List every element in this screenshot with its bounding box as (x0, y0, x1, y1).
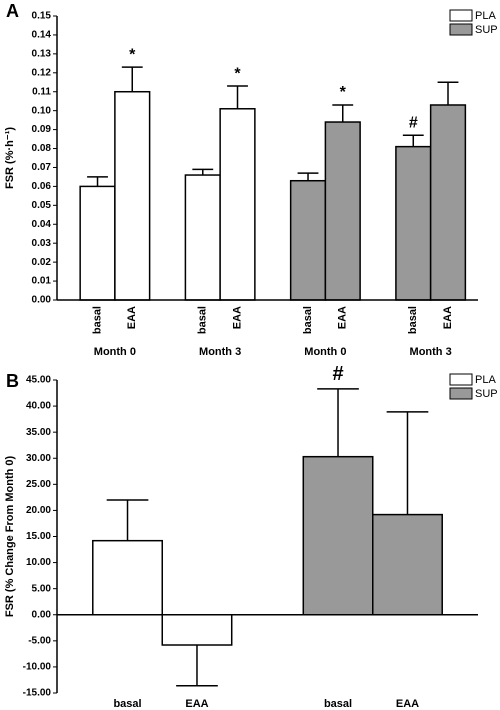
y-tick-label: 0.03 (32, 238, 52, 249)
y-tick-label: 0.00 (32, 295, 52, 306)
bar (79, 185, 116, 301)
annotation: # (409, 114, 418, 131)
bar (161, 614, 233, 646)
y-tick-label: 40.00 (26, 401, 51, 412)
y-tick-label: 10.00 (26, 557, 51, 568)
y-axis-label: FSR (% Change From Month 0) (4, 456, 16, 618)
group-label: Month 0 (304, 346, 346, 358)
group-label: Month 3 (199, 346, 241, 358)
y-tick-label: 0.13 (32, 49, 52, 60)
legend-label: SUP (475, 24, 498, 36)
y-tick-label: 15.00 (26, 531, 51, 542)
y-tick-label: 30.00 (26, 453, 51, 464)
y-tick-label: 0.12 (32, 67, 52, 78)
legend-swatch (449, 9, 473, 22)
x-tick-label: EAA (231, 306, 243, 329)
x-tick-label: basal (113, 698, 141, 710)
y-tick-label: 0.08 (32, 143, 52, 154)
legend-label: PLA (475, 10, 496, 22)
bar (92, 539, 163, 616)
bar (184, 174, 221, 301)
annotation: * (234, 65, 241, 82)
x-tick-label: basal (324, 698, 352, 710)
panel-label: B (6, 371, 19, 391)
x-tick-label: basal (91, 306, 103, 334)
annotation: * (129, 46, 136, 63)
bar (324, 121, 361, 301)
y-tick-label: 20.00 (26, 505, 51, 516)
y-tick-label: 0.11 (32, 86, 51, 97)
y-tick-label: 0.07 (32, 162, 52, 173)
bar (302, 455, 374, 616)
bar (429, 104, 467, 301)
y-tick-label: -5.00 (28, 635, 51, 646)
y-axis-label: FSR (%·h⁻¹) (4, 127, 16, 189)
y-tick-label: -15.00 (23, 688, 52, 699)
annotation: * (340, 84, 347, 101)
bar (219, 108, 256, 301)
y-tick-label: 35.00 (26, 427, 51, 438)
y-tick-label: 0.15 (32, 11, 52, 22)
group-label: Month 3 (410, 346, 452, 358)
annotation: # (332, 363, 343, 385)
bar (289, 179, 327, 301)
x-tick-label: EAA (396, 698, 419, 710)
y-tick-label: 0.09 (32, 124, 52, 135)
panel-label: A (6, 1, 19, 21)
bar (395, 145, 432, 301)
y-tick-label: 45.00 (26, 375, 51, 386)
y-tick-label: -10.00 (23, 662, 52, 673)
legend-swatch (449, 373, 473, 386)
x-tick-label: basal (407, 306, 419, 334)
x-tick-label: basal (197, 306, 209, 334)
y-tick-label: 0.05 (32, 200, 52, 211)
legend-swatch (449, 387, 473, 400)
legend-label: SUP (475, 388, 498, 400)
bar (114, 90, 151, 301)
legend-label: PLA (475, 374, 496, 386)
y-tick-label: 25.00 (26, 479, 51, 490)
legend-swatch (449, 23, 473, 36)
y-tick-label: 0.01 (32, 276, 52, 287)
x-tick-label: EAA (126, 306, 138, 329)
x-tick-label: EAA (442, 306, 454, 329)
y-tick-label: 0.04 (32, 219, 52, 230)
y-tick-label: 0.06 (32, 181, 52, 192)
group-label: Month 0 (94, 346, 136, 358)
y-tick-label: 0.14 (32, 30, 52, 41)
y-tick-label: 0.10 (32, 105, 52, 116)
x-tick-label: EAA (185, 698, 208, 710)
x-tick-label: basal (302, 306, 314, 334)
bar (372, 513, 443, 616)
y-tick-label: 0.00 (32, 609, 52, 620)
x-tick-label: EAA (337, 306, 349, 329)
y-tick-label: 0.02 (32, 257, 52, 268)
y-tick-label: 5.00 (32, 583, 52, 594)
